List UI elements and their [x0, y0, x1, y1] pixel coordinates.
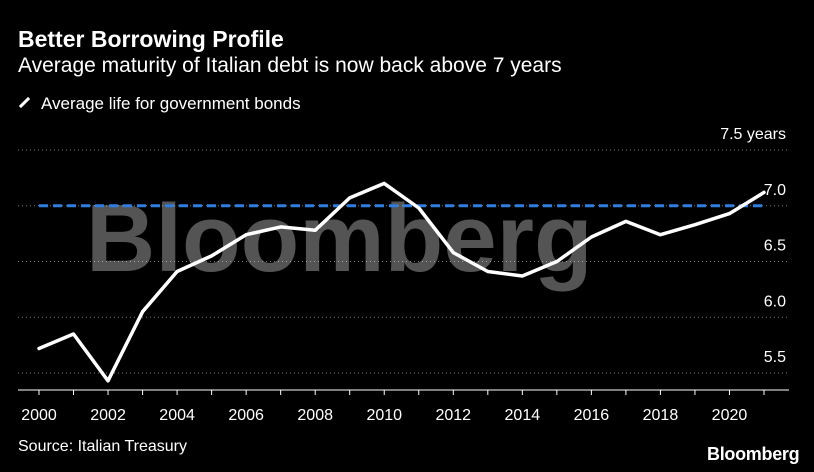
series-line-average-life: [37, 181, 766, 383]
x-tick-label: 2014: [505, 407, 541, 424]
x-tick-label: 2010: [366, 407, 402, 424]
x-tick-label: 2018: [643, 407, 679, 424]
x-tick-label: 2000: [21, 407, 57, 424]
chart-subtitle: Average maturity of Italian debt is now …: [18, 54, 562, 77]
legend: Average life for government bonds: [18, 94, 301, 114]
x-tick-marks: [38, 390, 765, 395]
x-tick-label: 2004: [159, 407, 195, 424]
x-tick-label: 2008: [297, 407, 333, 424]
x-tick-label: 2006: [228, 407, 264, 424]
y-tick-label: 7.5 years: [720, 126, 786, 143]
x-tick-label: 2002: [90, 407, 126, 424]
x-tick-labels: 2000 2002 2004 2006 2008 2010 2012 2014 2016 2018…: [21, 407, 747, 424]
bloomberg-logo: Bloomberg: [707, 444, 800, 464]
y-tick-label: 6.5: [764, 238, 786, 255]
y-tick-label: 6.0: [764, 293, 786, 310]
chart-title: Better Borrowing Profile: [18, 26, 284, 52]
source-note: Source: Italian Treasury: [18, 438, 187, 455]
legend-label: Average life for government bonds: [41, 94, 301, 113]
gridlines: [18, 149, 789, 374]
y-tick-label: 7.0: [764, 182, 786, 199]
x-tick-label: 2012: [435, 407, 471, 424]
y-tick-labels: 7.5 years 7.0 6.5 6.0 5.5: [720, 126, 786, 366]
series-group: [37, 181, 766, 383]
x-tick-label: 2016: [574, 407, 610, 424]
x-tick-label: 2020: [712, 407, 748, 424]
y-tick-label: 5.5: [764, 349, 786, 366]
